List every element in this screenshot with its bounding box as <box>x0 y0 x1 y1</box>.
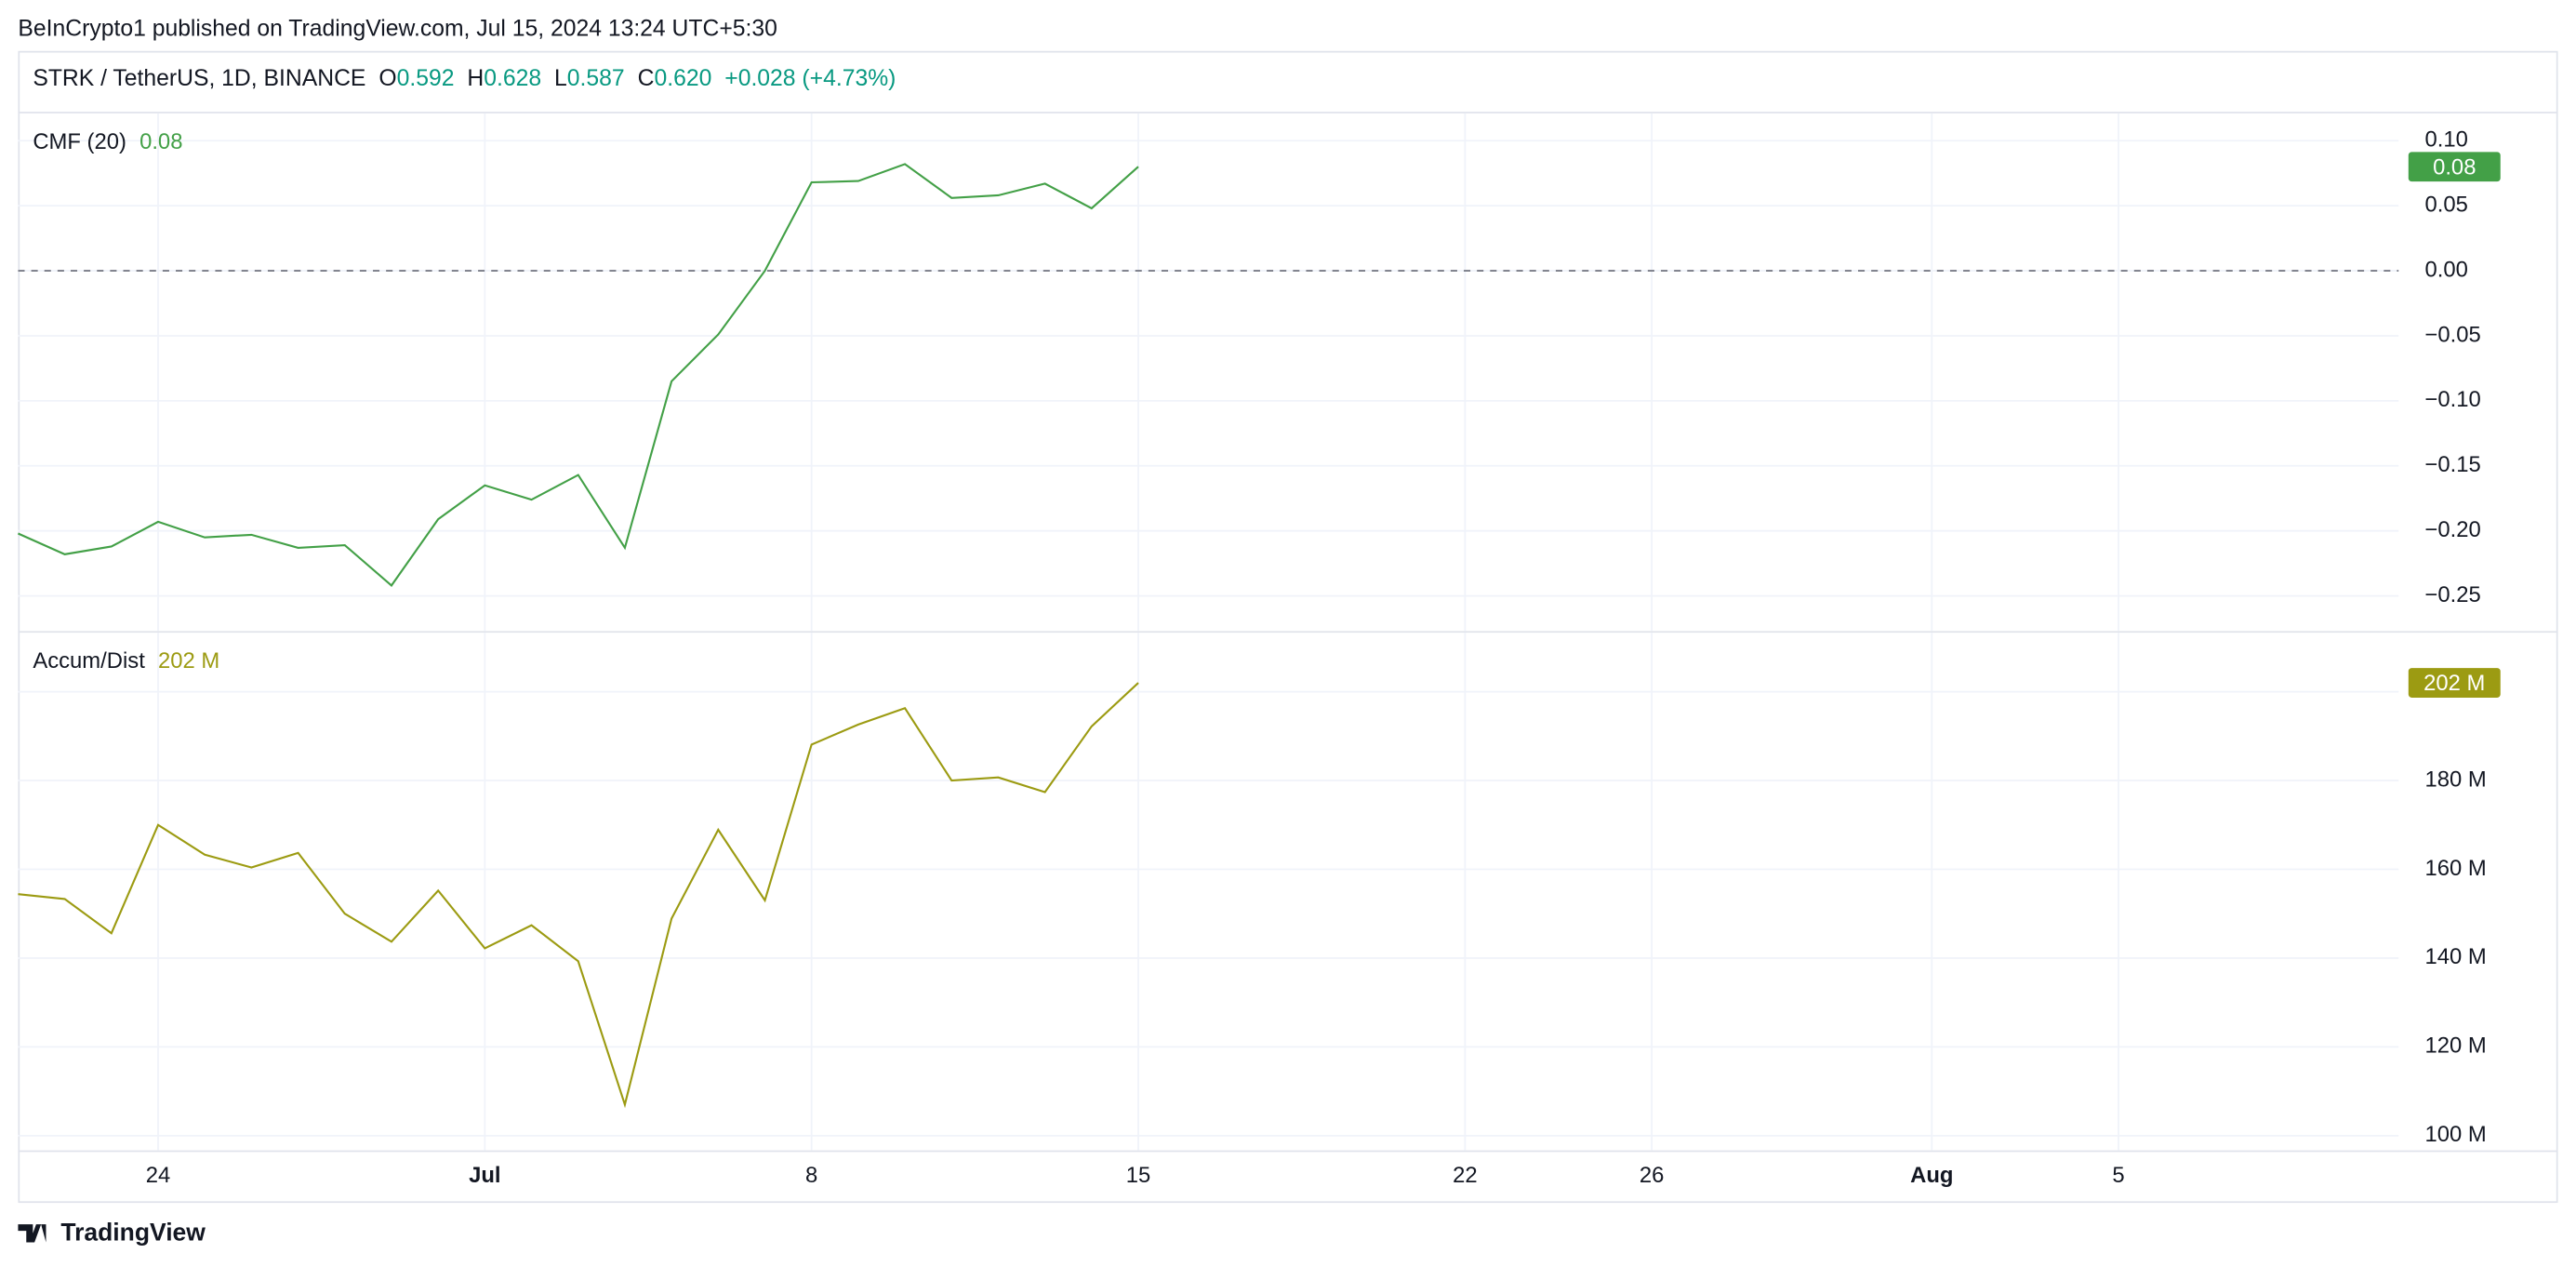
price-tag-label: 0.08 <box>2433 154 2476 180</box>
series-line <box>18 682 1139 1109</box>
x-tick-label: 5 <box>2112 1163 2124 1188</box>
legend-value: 0.08 <box>139 129 182 154</box>
ohlc-key: L <box>554 65 567 90</box>
legend-value: 202 M <box>158 648 219 674</box>
x-tick-label: 22 <box>1453 1163 1478 1188</box>
y-tick-label: −0.10 <box>2424 387 2480 412</box>
published-note: BeInCrypto1 published on TradingView.com… <box>18 16 777 41</box>
ohlc-key: H <box>467 65 484 90</box>
x-tick-label: 15 <box>1126 1163 1151 1188</box>
chart-frame <box>18 50 2558 1204</box>
y-tick-label: 140 M <box>2424 944 2486 969</box>
ohlc-value: 0.587 <box>567 65 625 90</box>
brand-logo: TradingView <box>18 1219 206 1247</box>
y-tick-label: 100 M <box>2424 1122 2486 1147</box>
y-tick-label: −0.25 <box>2424 582 2480 607</box>
price-tag <box>2408 152 2501 182</box>
y-tick-label: 160 M <box>2424 856 2486 881</box>
x-tick-label: 8 <box>805 1163 817 1188</box>
y-tick-label: −0.15 <box>2424 452 2480 477</box>
y-tick-label: 0.00 <box>2424 257 2467 282</box>
price-tag <box>2408 668 2501 698</box>
y-tick-label: −0.05 <box>2424 322 2480 347</box>
y-tick-label: −0.20 <box>2424 517 2480 542</box>
plots: 0.10 0.05 0.00 −0.05 −0.10 −0.15 −0.20 −0.25 CMF… <box>18 113 2501 1188</box>
y-tick-label: 0.10 <box>2424 127 2467 153</box>
logo-mark <box>18 1224 46 1243</box>
ohlc-value: 0.628 <box>484 65 541 90</box>
brand: TradingView <box>60 1219 206 1247</box>
x-tick-label: Aug <box>1910 1163 1953 1188</box>
price-tag-label: 202 M <box>2423 671 2485 696</box>
ohlc-key: O <box>378 65 396 90</box>
symbol: STRK / TetherUS, 1D, BINANCE <box>33 65 365 90</box>
legend-name: Accum/Dist <box>33 648 145 674</box>
y-tick-label: 180 M <box>2424 767 2486 792</box>
y-tick-label: 120 M <box>2424 1034 2486 1059</box>
ohlc-key: C <box>638 65 655 90</box>
change: +0.028 (+4.73%) <box>724 65 896 90</box>
x-tick-label: Jul <box>469 1163 500 1188</box>
x-tick-label: 24 <box>146 1163 171 1188</box>
legend-name: CMF (20) <box>33 129 126 154</box>
ohlc-value: 0.620 <box>654 65 711 90</box>
ohlc-value: 0.592 <box>397 65 455 90</box>
x-tick-label: 26 <box>1640 1163 1665 1188</box>
y-tick-label: 0.05 <box>2424 192 2467 217</box>
symbol-info: STRK / TetherUS, 1D, BINANCE O0.592 H0.6… <box>33 65 896 90</box>
series-line <box>18 163 1139 587</box>
